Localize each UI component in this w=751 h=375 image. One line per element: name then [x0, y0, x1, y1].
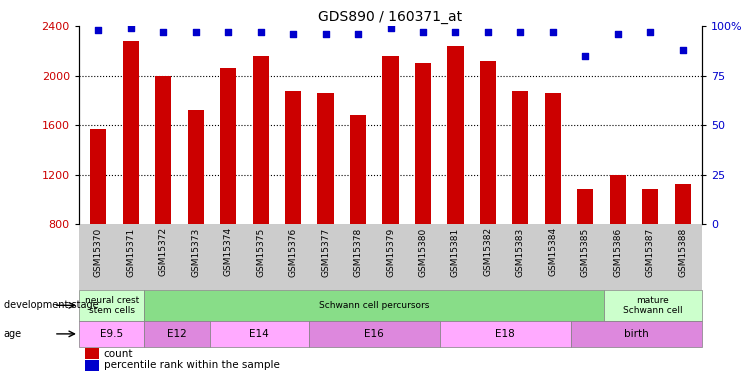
Point — [612, 31, 624, 37]
Text: GSM15379: GSM15379 — [386, 227, 395, 277]
Point — [320, 31, 332, 37]
Text: birth: birth — [624, 329, 649, 339]
Text: age: age — [4, 329, 22, 339]
Text: GSM15374: GSM15374 — [224, 227, 233, 276]
Point — [514, 29, 526, 35]
Bar — [448, 46, 463, 224]
Point — [385, 25, 397, 31]
Text: percentile rank within the sample: percentile rank within the sample — [104, 360, 279, 370]
Point — [482, 29, 494, 35]
Text: GSM15382: GSM15382 — [484, 227, 493, 276]
Bar — [415, 63, 431, 224]
Point — [417, 29, 429, 35]
Text: count: count — [104, 349, 133, 359]
Point — [579, 53, 591, 59]
Bar — [480, 61, 496, 224]
Text: GSM15377: GSM15377 — [321, 227, 330, 277]
Bar — [85, 348, 99, 359]
Bar — [674, 184, 691, 224]
Bar — [220, 68, 237, 224]
Bar — [604, 290, 702, 321]
Text: GSM15381: GSM15381 — [451, 227, 460, 277]
Text: GSM15386: GSM15386 — [614, 227, 623, 277]
Text: GSM15384: GSM15384 — [548, 227, 557, 276]
Bar — [85, 360, 99, 371]
Point — [547, 29, 559, 35]
Bar — [350, 115, 366, 224]
Point — [157, 29, 169, 35]
Point — [677, 47, 689, 53]
Bar — [144, 290, 604, 321]
Text: GSM15373: GSM15373 — [192, 227, 201, 277]
Text: mature
Schwann cell: mature Schwann cell — [623, 296, 683, 315]
Text: GSM15376: GSM15376 — [288, 227, 297, 277]
Text: GSM15375: GSM15375 — [256, 227, 265, 277]
Text: development stage: development stage — [4, 300, 98, 310]
Bar — [79, 290, 144, 321]
Bar — [440, 321, 571, 347]
Bar — [79, 321, 144, 347]
Text: GSM15388: GSM15388 — [678, 227, 687, 277]
Text: neural crest
stem cells: neural crest stem cells — [85, 296, 139, 315]
Point — [190, 29, 202, 35]
Text: GSM15371: GSM15371 — [126, 227, 135, 277]
Bar — [210, 321, 309, 347]
Bar — [122, 41, 139, 224]
Text: E9.5: E9.5 — [100, 329, 123, 339]
Bar — [642, 189, 659, 224]
Bar — [544, 93, 561, 224]
Bar — [285, 90, 301, 224]
Point — [449, 29, 461, 35]
Point — [255, 29, 267, 35]
Point — [352, 31, 364, 37]
Text: GSM15370: GSM15370 — [94, 227, 103, 277]
Bar — [382, 56, 399, 224]
Point — [125, 25, 137, 31]
Bar — [144, 321, 210, 347]
Text: E16: E16 — [364, 329, 384, 339]
Text: GSM15383: GSM15383 — [516, 227, 525, 277]
Point — [222, 29, 234, 35]
Text: GSM15378: GSM15378 — [354, 227, 363, 277]
Bar — [610, 175, 626, 224]
Text: E18: E18 — [496, 329, 515, 339]
Text: E12: E12 — [167, 329, 187, 339]
Bar — [571, 321, 702, 347]
Text: GSM15387: GSM15387 — [646, 227, 655, 277]
Point — [644, 29, 656, 35]
Bar — [188, 110, 204, 224]
Bar — [309, 321, 440, 347]
Text: GSM15385: GSM15385 — [581, 227, 590, 277]
Text: Schwann cell percursors: Schwann cell percursors — [319, 301, 430, 310]
Text: E14: E14 — [249, 329, 269, 339]
Bar — [252, 56, 269, 224]
Point — [92, 27, 104, 33]
Bar — [155, 76, 171, 224]
Bar — [578, 189, 593, 224]
Text: GSM15380: GSM15380 — [418, 227, 427, 277]
Bar — [90, 129, 107, 224]
Bar — [512, 90, 529, 224]
Text: GSM15372: GSM15372 — [158, 227, 167, 276]
Point — [287, 31, 299, 37]
Bar — [318, 93, 333, 224]
Title: GDS890 / 160371_at: GDS890 / 160371_at — [318, 10, 463, 24]
